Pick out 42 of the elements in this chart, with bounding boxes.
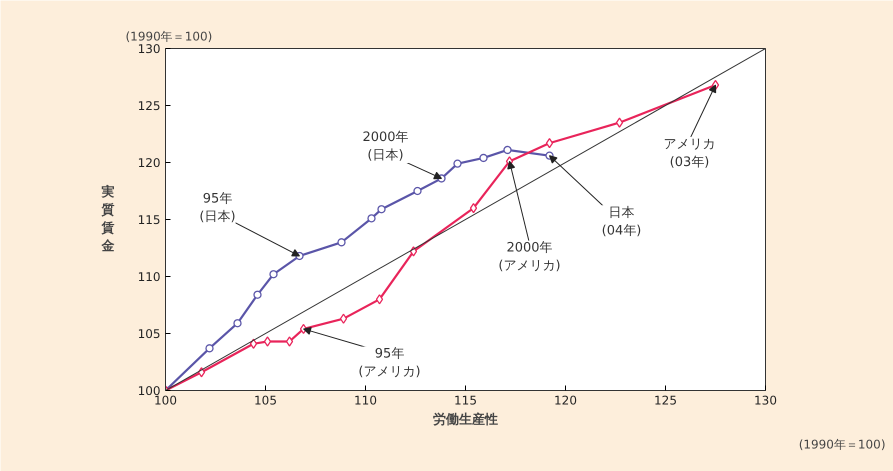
annotation: 2000年 (アメリカ) [498,240,561,274]
point [233,319,242,328]
x-tick-label: 130 [754,394,777,408]
point [546,138,554,148]
annotation: 95年 (アメリカ) [358,346,421,380]
y-tick-label: 110 [138,270,160,284]
point [367,214,376,223]
point [503,146,512,154]
annotation: 日本 (04年) [602,205,642,238]
y-tick-label: 120 [138,156,160,170]
x-tick-label: 105 [254,394,277,408]
x-tick-label: 110 [354,394,377,408]
point [453,159,462,168]
point [479,154,488,162]
y-tick-label: 115 [138,213,160,227]
annotation: 95年 (日本) [199,192,236,225]
point [253,290,262,299]
point [205,344,214,352]
x-tick-label: 115 [454,394,477,408]
x-axis-title: 労働生産性 [433,412,498,428]
point [337,238,346,246]
point [269,270,278,278]
point [470,202,478,214]
point [264,336,272,347]
point [616,117,624,128]
text: (1990年＝100) [798,438,886,452]
x-tick-label: 120 [554,394,577,408]
y-tick-label: 105 [138,327,160,341]
point [250,338,258,349]
y-axis-title: 実質賃金 [100,184,116,254]
point [413,186,422,196]
text: (1990年＝100) [126,30,212,44]
x-tick-label: 100 [154,394,177,408]
annotation: 2000年 (日本) [362,130,409,164]
point [376,294,384,304]
annotation: アメリカ (03年) [664,136,716,170]
y-tick-label: 130 [138,42,160,56]
point [286,336,294,347]
x-tick-label: 125 [654,394,677,408]
point [340,314,348,324]
point [377,205,386,214]
y-tick-label: 125 [138,99,160,113]
